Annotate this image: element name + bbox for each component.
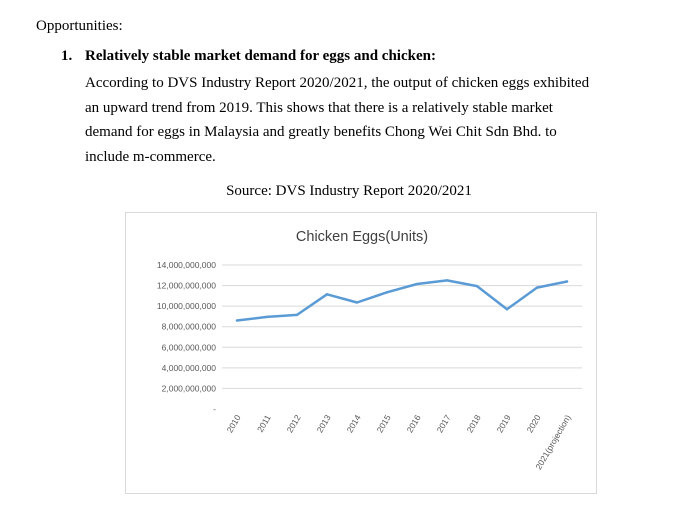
data-point: [355, 301, 359, 304]
x-tick-label: 2020: [525, 413, 543, 435]
list-item-number: 1.: [61, 48, 73, 64]
y-tick-label: 4,000,000,000: [162, 363, 217, 373]
y-tick-label: -: [213, 404, 216, 414]
x-tick-label: 2017: [435, 413, 453, 435]
x-tick-label: 2018: [465, 413, 483, 435]
x-tick-label: 2014: [345, 413, 363, 435]
data-point: [325, 293, 329, 296]
series-line: [235, 279, 569, 322]
x-tick-label: 2011: [255, 413, 273, 434]
data-point: [295, 313, 299, 317]
x-tick-label: 2013: [315, 413, 333, 435]
paragraph-line: demand for eggs in Malaysia and greatly …: [85, 124, 557, 140]
paragraph-line: According to DVS Industry Report 2020/20…: [85, 75, 590, 91]
data-point: [415, 282, 419, 286]
body-paragraph: According to DVS Industry Report 2020/20…: [85, 71, 645, 169]
paragraph-line: an upward trend from 2019. This shows th…: [85, 99, 553, 116]
chart-container: Chicken Eggs(Units) - 2,000,000,000 4,000,…: [125, 212, 597, 494]
x-tick-label: 2019: [495, 413, 513, 435]
x-tick-label: 2012: [285, 413, 303, 435]
list-item-title-text: Relatively stable market demand for eggs…: [85, 48, 436, 64]
data-point: [475, 284, 479, 288]
chart-title: Chicken Eggs(Units): [296, 229, 428, 245]
data-point: [235, 319, 239, 322]
data-point: [445, 279, 449, 282]
list-item-title: 1. Relatively stable market demand for eg…: [61, 48, 436, 65]
y-tick-label: 6,000,000,000: [162, 342, 217, 352]
x-tick-label: 2010: [225, 413, 243, 435]
line-chart: Chicken Eggs(Units) - 2,000,000,000 4,000,…: [157, 229, 582, 471]
x-tick-label: 2016: [405, 413, 423, 435]
data-point: [565, 280, 569, 283]
x-tick-label: 2015: [375, 413, 393, 435]
figure-caption: Source: DVS Industry Report 2020/2021: [226, 183, 472, 199]
data-point: [505, 308, 509, 311]
paragraph-line: include m-commerce.: [85, 148, 216, 165]
y-tick-label: 10,000,000,000: [157, 301, 216, 311]
data-point: [265, 315, 269, 319]
y-tick-label: 12,000,000,000: [157, 281, 216, 291]
data-point: [535, 286, 539, 289]
y-tick-label: 14,000,000,000: [157, 260, 216, 270]
data-point: [385, 291, 389, 294]
section-heading: Opportunities:: [36, 18, 123, 34]
y-tick-label: 2,000,000,000: [162, 383, 217, 393]
y-tick-label: 8,000,000,000: [162, 322, 217, 332]
